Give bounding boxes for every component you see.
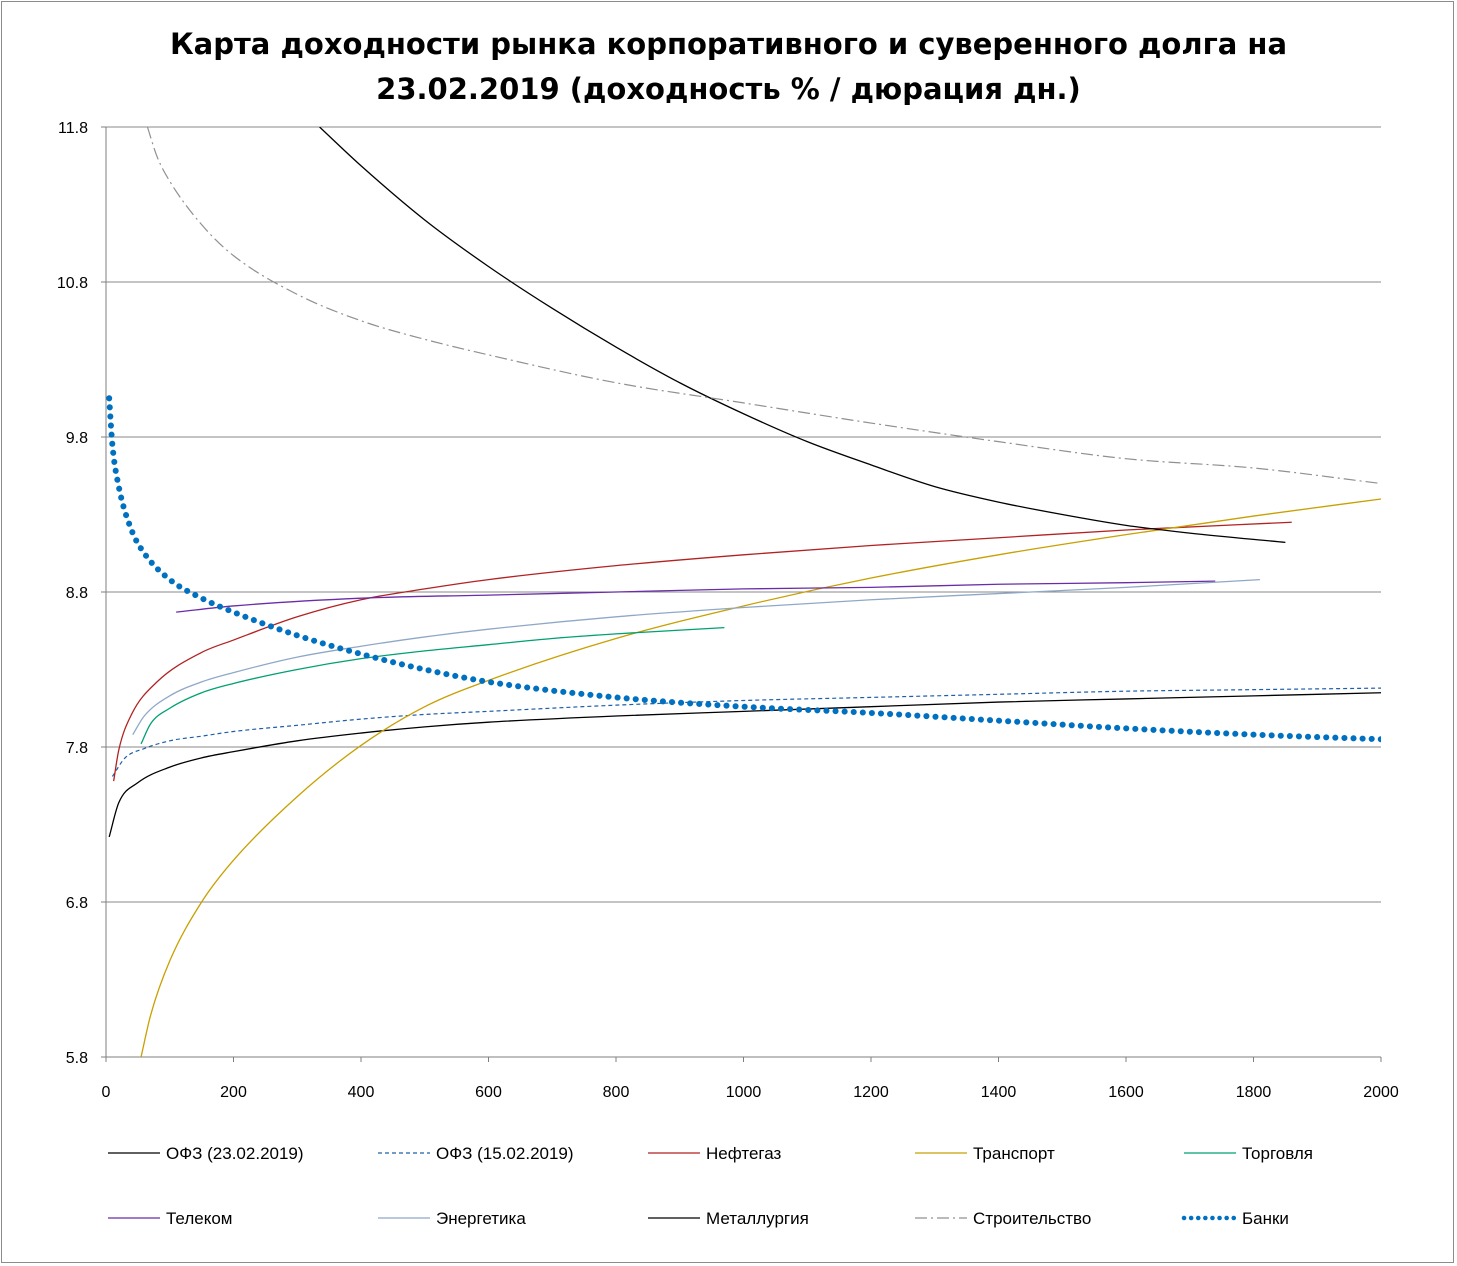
x-tick-label: 0: [102, 1084, 111, 1101]
legend-label: Энергетика: [436, 1209, 526, 1228]
legend-label: Строительство: [973, 1209, 1091, 1228]
series-line: [108, 692, 1381, 838]
y-tick-label: 9.8: [66, 430, 88, 447]
series-line: [140, 498, 1381, 1057]
x-tick-label: 600: [475, 1084, 502, 1101]
legend-label: Транспорт: [973, 1144, 1055, 1163]
series-line: [111, 687, 1381, 777]
legend-label: Нефтегаз: [706, 1144, 781, 1163]
series-line: [319, 127, 1286, 544]
y-tick-label: 7.8: [66, 740, 88, 757]
x-tick-label: 1200: [853, 1084, 889, 1101]
y-tick-label: 11.8: [58, 120, 88, 137]
series-line: [146, 127, 1381, 485]
x-tick-label: 2000: [1363, 1084, 1399, 1101]
x-tick-label: 1600: [1108, 1084, 1144, 1101]
x-tick-label: 1000: [726, 1084, 762, 1101]
x-tick-label: 400: [348, 1084, 375, 1101]
y-tick-label: 6.8: [66, 895, 88, 912]
series-line: [106, 395, 1381, 743]
x-tick-label: 200: [220, 1084, 247, 1101]
series-line: [140, 627, 725, 745]
chart-title-line1: Карта доходности рынка корпоративного и …: [169, 27, 1288, 61]
series-line: [132, 578, 1260, 735]
legend-label: ОФЗ (23.02.2019): [166, 1144, 304, 1163]
series-line: [176, 580, 1216, 613]
x-tick-label: 1800: [1236, 1084, 1272, 1101]
chart-title: Карта доходности рынка корпоративного и …: [0, 22, 1457, 112]
y-tick-label: 8.8: [66, 585, 88, 602]
x-tick-label: 1400: [981, 1084, 1017, 1101]
legend-label: Металлургия: [706, 1209, 809, 1228]
y-tick-label: 5.8: [66, 1050, 88, 1067]
legend-label: Банки: [1242, 1209, 1289, 1228]
legend-label: Телеком: [166, 1209, 232, 1228]
series-line: [113, 521, 1292, 782]
chart-title-line2: 23.02.2019 (доходность % / дюрация дн.): [376, 72, 1081, 106]
legend-label: ОФЗ (15.02.2019): [436, 1144, 574, 1163]
y-tick-label: 10.8: [57, 275, 88, 292]
legend-label: Торговля: [1242, 1144, 1313, 1163]
x-tick-label: 800: [603, 1084, 630, 1101]
